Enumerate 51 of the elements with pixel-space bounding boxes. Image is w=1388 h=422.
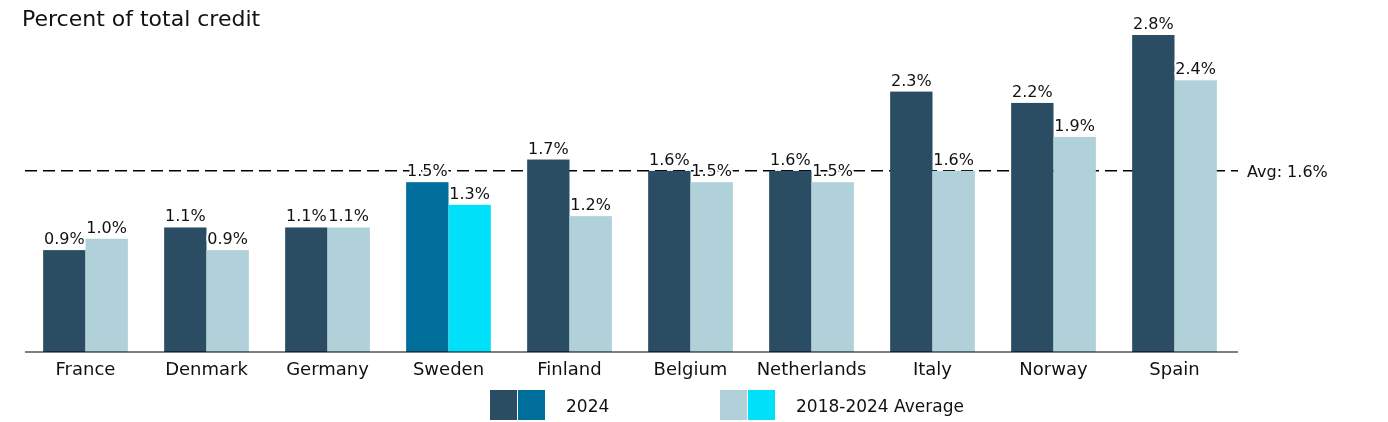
bar: [527, 159, 570, 352]
data-label: 1.2%: [570, 195, 611, 215]
x-tick-label: Netherlands: [756, 358, 867, 379]
legend-label: 2018-2024 Average: [796, 396, 964, 416]
data-label: 1.1%: [328, 206, 369, 226]
data-label: 1.6%: [933, 149, 974, 169]
bar: [890, 91, 933, 352]
data-label: 1.1%: [286, 206, 327, 226]
bar: [690, 182, 733, 352]
bar: [327, 227, 370, 352]
data-label: 2.3%: [891, 70, 932, 90]
x-tick-label: France: [55, 358, 116, 379]
bar: [932, 170, 975, 352]
x-tick-label: Denmark: [165, 358, 249, 379]
data-label: 1.6%: [770, 149, 811, 169]
bar: [285, 227, 328, 352]
data-label: 2.8%: [1133, 14, 1174, 33]
data-label: 0.9%: [44, 229, 85, 249]
bar: [85, 238, 128, 352]
data-label: 1.1%: [165, 206, 206, 226]
data-label: 1.6%: [649, 149, 690, 169]
bar: [1132, 35, 1175, 352]
bar: [206, 250, 249, 352]
chart-title: Percent of total credit: [22, 6, 261, 31]
bar: [769, 170, 812, 352]
bar: [406, 182, 449, 352]
x-tick-label: Sweden: [412, 358, 485, 379]
data-label: 2.4%: [1175, 59, 1216, 79]
x-tick-label: Norway: [1019, 358, 1088, 379]
bar: [1053, 136, 1096, 352]
x-tick-label: Finland: [537, 358, 602, 379]
data-label: 1.0%: [86, 217, 127, 237]
bar: [569, 216, 612, 352]
data-label: 1.9%: [1054, 115, 1095, 135]
bar: [1174, 80, 1217, 352]
data-label: 2.2%: [1012, 81, 1053, 101]
legend-label: 2024: [566, 396, 610, 416]
x-tick-label: Germany: [286, 358, 370, 379]
ref-line-label: Avg: 1.6%: [1247, 161, 1328, 181]
x-tick-label: Belgium: [653, 358, 728, 379]
data-label: 1.7%: [528, 138, 569, 158]
bar: [648, 170, 691, 352]
data-label: 0.9%: [207, 229, 248, 249]
bar: [164, 227, 207, 352]
bar: [448, 204, 491, 352]
data-label: 1.3%: [449, 183, 490, 203]
x-tick-label: Spain: [1149, 358, 1200, 379]
x-tick-label: Italy: [912, 358, 953, 379]
bar: [43, 250, 86, 352]
bar: [811, 182, 854, 352]
bar: [1011, 102, 1054, 352]
